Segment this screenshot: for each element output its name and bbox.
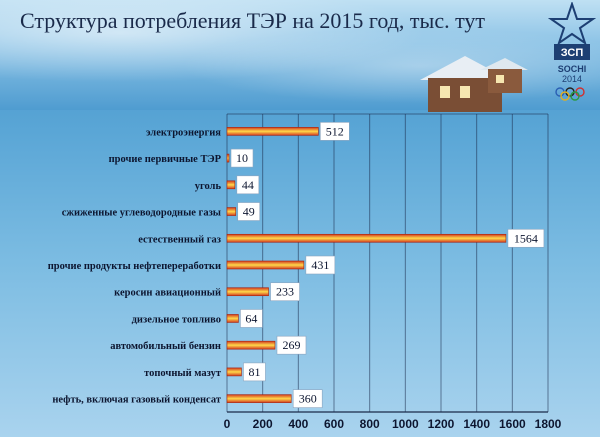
value-labels: 512 10 44 49 1564 431 233 64 269 81 360 <box>230 122 545 408</box>
star-icon <box>548 2 596 46</box>
header-banner <box>0 0 600 110</box>
x-tick-label: 1000 <box>392 417 419 431</box>
bars <box>226 127 507 403</box>
value-label-box <box>237 202 261 221</box>
bar <box>226 127 319 136</box>
bar <box>226 233 507 243</box>
bar <box>226 314 239 323</box>
category-labels: электроэнергия прочие первичные ТЭР уголь с… <box>48 127 222 405</box>
page-title: Структура потребления ТЭР на 2015 год, т… <box>20 8 486 33</box>
category-label: автомобильный бензин <box>110 341 221 352</box>
value-label: 81 <box>248 365 260 379</box>
value-label: 431 <box>311 258 329 272</box>
bar <box>226 260 305 270</box>
value-label: 64 <box>245 311 257 325</box>
value-label: 269 <box>282 338 300 352</box>
category-label: уголь <box>195 181 222 192</box>
value-label: 44 <box>242 178 254 192</box>
bar <box>226 180 236 190</box>
category-label: топочный мазут <box>144 368 222 379</box>
value-label-box <box>320 122 350 141</box>
x-tick-label: 200 <box>253 417 273 431</box>
x-tick-label: 1600 <box>499 417 526 431</box>
bar <box>226 287 269 297</box>
category-label: естественный газ <box>138 234 221 245</box>
x-tick-label: 1200 <box>428 417 455 431</box>
x-tick-label: 0 <box>224 417 231 431</box>
value-label-box <box>305 255 336 275</box>
x-tick-label: 600 <box>324 417 344 431</box>
chalet-image <box>420 56 528 112</box>
value-label-box <box>507 228 545 248</box>
bar <box>226 394 292 403</box>
category-label: прочие первичные ТЭР <box>109 154 222 165</box>
category-label: прочие продукты нефтепереработки <box>48 261 221 272</box>
value-label-box <box>276 335 307 355</box>
category-label: сжиженные углеводородные газы <box>62 208 221 219</box>
category-label: электроэнергия <box>146 127 221 138</box>
value-label-box <box>230 148 254 168</box>
olympic-rings-icon <box>555 87 585 101</box>
x-tick-label: 1800 <box>535 417 562 431</box>
value-label-box <box>270 282 300 302</box>
bar <box>226 207 237 216</box>
category-label: дизельное топливо <box>132 314 221 325</box>
value-label: 233 <box>276 285 294 299</box>
category-label: нефть, включая газовый конденсат <box>52 395 221 406</box>
x-tick-label: 800 <box>360 417 380 431</box>
logo-city: SOCHI <box>558 64 587 74</box>
value-label-box <box>240 309 263 328</box>
x-tick-labels: 0 200 400 600 800 1000 1200 1400 1600 1800 <box>224 417 562 431</box>
bar-chart: электроэнергия прочие первичные ТЭР уголь с… <box>48 113 562 431</box>
value-label: 360 <box>299 392 317 406</box>
bar <box>226 367 242 377</box>
value-label: 1564 <box>514 231 538 245</box>
sochi-2014-logo: ЗСП SOCHI 2014 <box>548 2 596 101</box>
bar <box>226 153 230 163</box>
value-label: 512 <box>326 124 344 138</box>
value-label-box <box>292 389 323 408</box>
value-label: 49 <box>243 205 255 219</box>
value-label-box <box>236 175 260 195</box>
bar <box>226 340 276 350</box>
logo-year: 2014 <box>562 74 582 84</box>
category-label: керосин авиационный <box>114 288 221 299</box>
value-label: 10 <box>236 151 248 165</box>
value-label-box <box>243 362 266 382</box>
logo-letters: ЗСП <box>561 47 584 59</box>
x-tick-label: 400 <box>288 417 308 431</box>
x-tick-label: 1400 <box>463 417 490 431</box>
